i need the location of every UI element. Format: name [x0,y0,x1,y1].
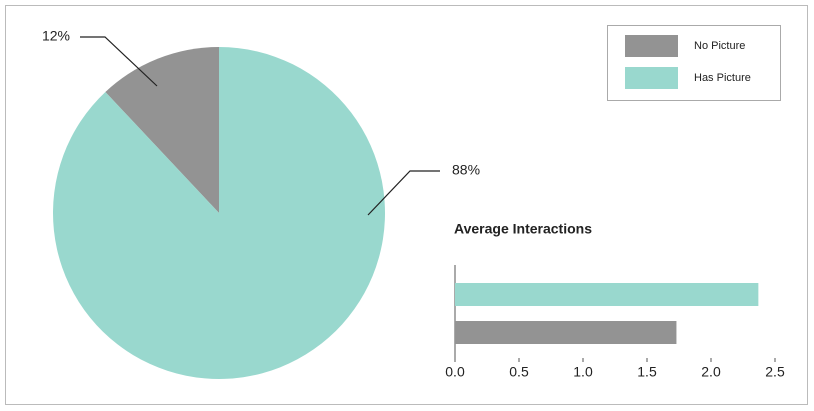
x-tick-label: 0.5 [509,364,529,380]
data-label: 12% [42,28,70,44]
bar [455,321,677,344]
frame [5,5,808,405]
x-tick-label: 1.5 [637,364,657,380]
x-tick-label: 2.5 [765,364,785,380]
leader-line [80,36,158,87]
x-tick-label: 1.0 [573,364,593,380]
bar-title: Average Interactions [454,221,592,237]
legend-swatch [625,35,678,57]
legend-label: No Picture [694,40,745,52]
x-tick-label: 2.0 [701,364,721,380]
legend-swatch [625,67,678,89]
x-tick-label: 0.0 [445,364,465,380]
pie-slice [52,47,386,380]
pie-slice [105,47,219,213]
leader-line [367,170,440,216]
legend-label: Has Picture [694,72,751,84]
data-label: 88% [452,162,480,178]
bar [455,283,759,306]
